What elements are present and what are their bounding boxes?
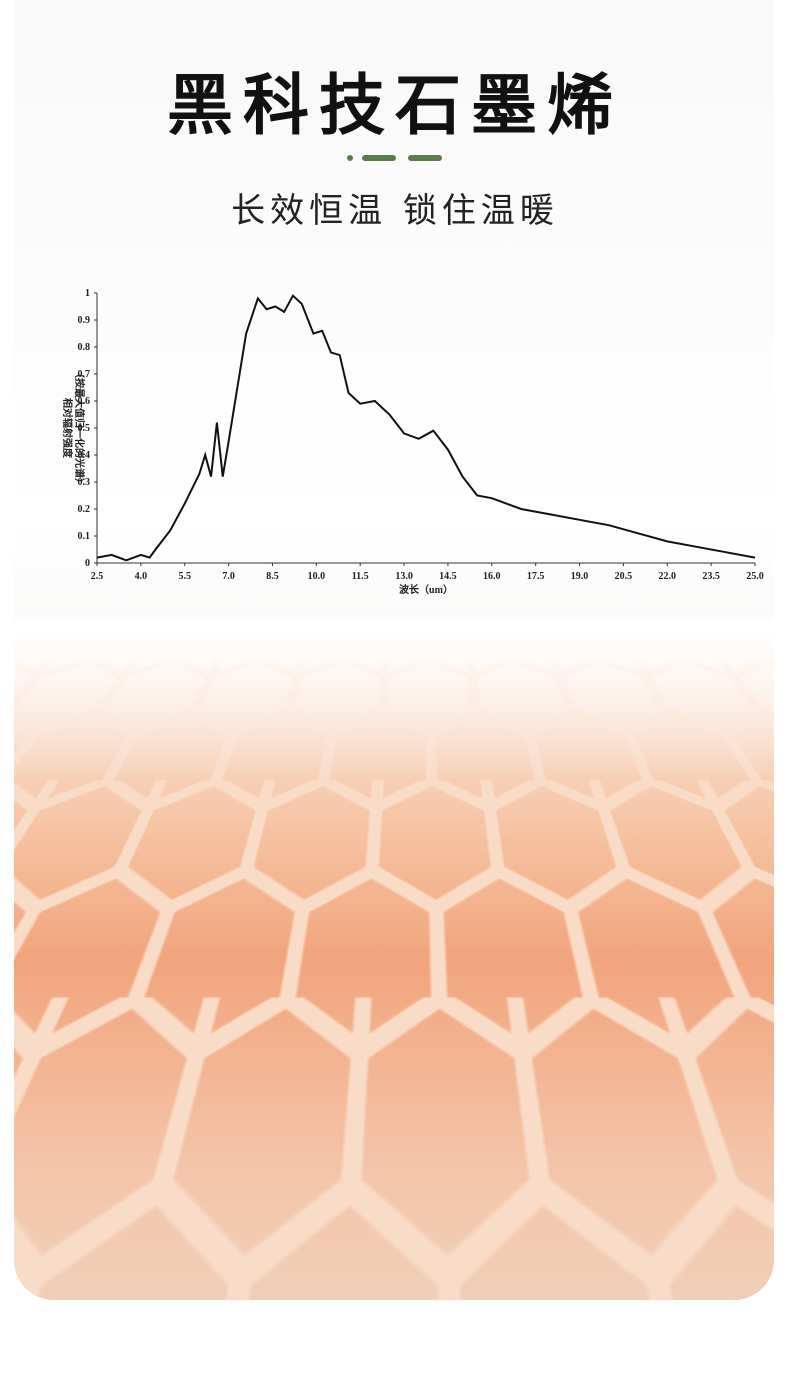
y-tick-label: 0.2 [78, 504, 91, 515]
x-tick-label: 11.5 [352, 571, 369, 582]
y-tick-label: 0.1 [78, 531, 91, 542]
divider [0, 150, 790, 166]
x-tick-label: 5.5 [178, 571, 191, 582]
y-tick-label: 1 [85, 288, 90, 299]
y-tick-label: 0.8 [78, 342, 91, 353]
x-tick-label: 22.0 [659, 571, 677, 582]
x-tick-label: 2.5 [91, 571, 104, 582]
x-tick-label: 4.0 [135, 571, 148, 582]
line [97, 296, 755, 561]
x-tick-label: 25.0 [746, 571, 764, 582]
x-axis-label: 波长（um） [399, 583, 453, 596]
y-axis-label: （按最大值归一化的光谱） [73, 368, 86, 488]
y-axis-label: 相对辐射强度 [61, 398, 74, 459]
y-tick-label: 0.9 [78, 315, 91, 326]
graphene-image [14, 620, 774, 1300]
x-tick-label: 16.0 [483, 571, 501, 582]
title: 黑科技石墨烯 [0, 52, 790, 148]
x-tick-label: 17.5 [527, 571, 545, 582]
x-tick-label: 20.5 [615, 571, 633, 582]
x-tick-label: 7.0 [222, 571, 235, 582]
x-tick-label: 8.5 [266, 571, 279, 582]
x-tick-label: 19.0 [571, 571, 589, 582]
subtitle: 长效恒温 锁住温暖 [0, 183, 790, 232]
x-tick-label: 23.5 [702, 571, 720, 582]
x-tick-label: 13.0 [395, 571, 413, 582]
x-tick-label: 14.5 [439, 571, 457, 582]
y-tick-label: 0 [85, 558, 90, 569]
page: 黑科技石墨烯 长效恒温 锁住温暖 0 0.1 0.2 0.3 0.4 0.5 0.6 0.7 0… [0, 0, 790, 1378]
chart: 00.10.20.30.40.50.60.70.80.912.5 4.0 5.5 7.… [0, 270, 790, 610]
x-tick-label: 10.0 [308, 571, 326, 582]
